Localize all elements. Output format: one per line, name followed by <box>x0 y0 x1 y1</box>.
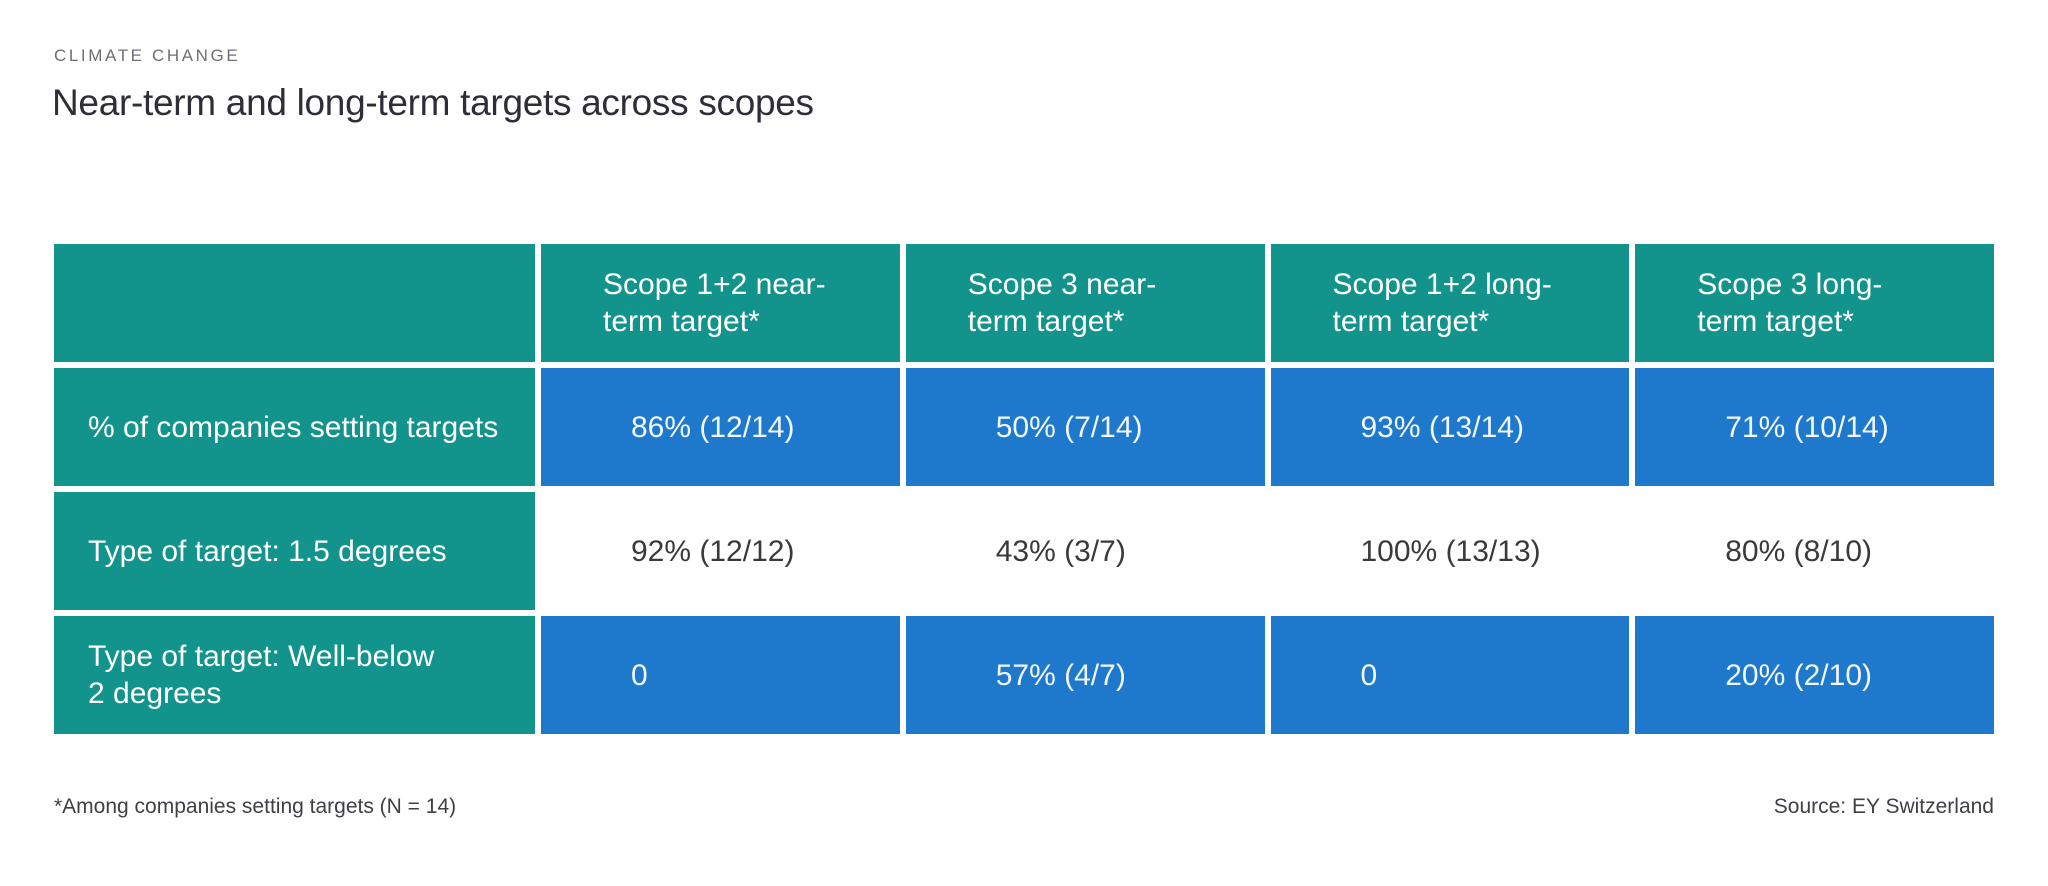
chart-kicker: CLIMATE CHANGE <box>54 46 241 65</box>
table-corner-cell <box>54 244 535 362</box>
value-cell: 71% (10/14) <box>1635 368 1994 486</box>
value-cell: 80% (8/10) <box>1635 492 1994 610</box>
row-label-15-degrees: Type of target: 1.5 degrees <box>54 492 535 610</box>
row-label-setting-targets: % of companies setting targets <box>54 368 535 486</box>
value-cell: 86% (12/14) <box>541 368 900 486</box>
value-cell: 57% (4/7) <box>905 616 1265 734</box>
targets-table: Scope 1+2 near- term target* Scope 3 nea… <box>54 244 1994 734</box>
value-cell: 50% (7/14) <box>905 368 1265 486</box>
chart-footer: *Among companies setting targets (N = 14… <box>54 795 1994 819</box>
column-header-scope12-long: Scope 1+2 long- term target* <box>1270 244 1630 362</box>
value-cell: 0 <box>541 616 900 734</box>
column-header-scope3-near: Scope 3 near- term target* <box>905 244 1265 362</box>
column-header-scope3-long: Scope 3 long- term target* <box>1635 244 1994 362</box>
row-label-well-below-2-degrees: Type of target: Well-below 2 degrees <box>54 616 535 734</box>
source-attribution: Source: EY Switzerland <box>1773 795 1994 818</box>
value-cell: 43% (3/7) <box>905 492 1265 610</box>
value-cell: 100% (13/13) <box>1270 492 1630 610</box>
value-cell: 20% (2/10) <box>1635 616 1994 734</box>
chart-title: Near-term and long-term targets across s… <box>52 82 814 123</box>
column-header-scope12-near: Scope 1+2 near- term target* <box>541 244 900 362</box>
value-cell: 93% (13/14) <box>1270 368 1630 486</box>
footnote: *Among companies setting targets (N = 14… <box>54 795 457 818</box>
value-cell: 92% (12/12) <box>541 492 900 610</box>
value-cell: 0 <box>1270 616 1630 734</box>
